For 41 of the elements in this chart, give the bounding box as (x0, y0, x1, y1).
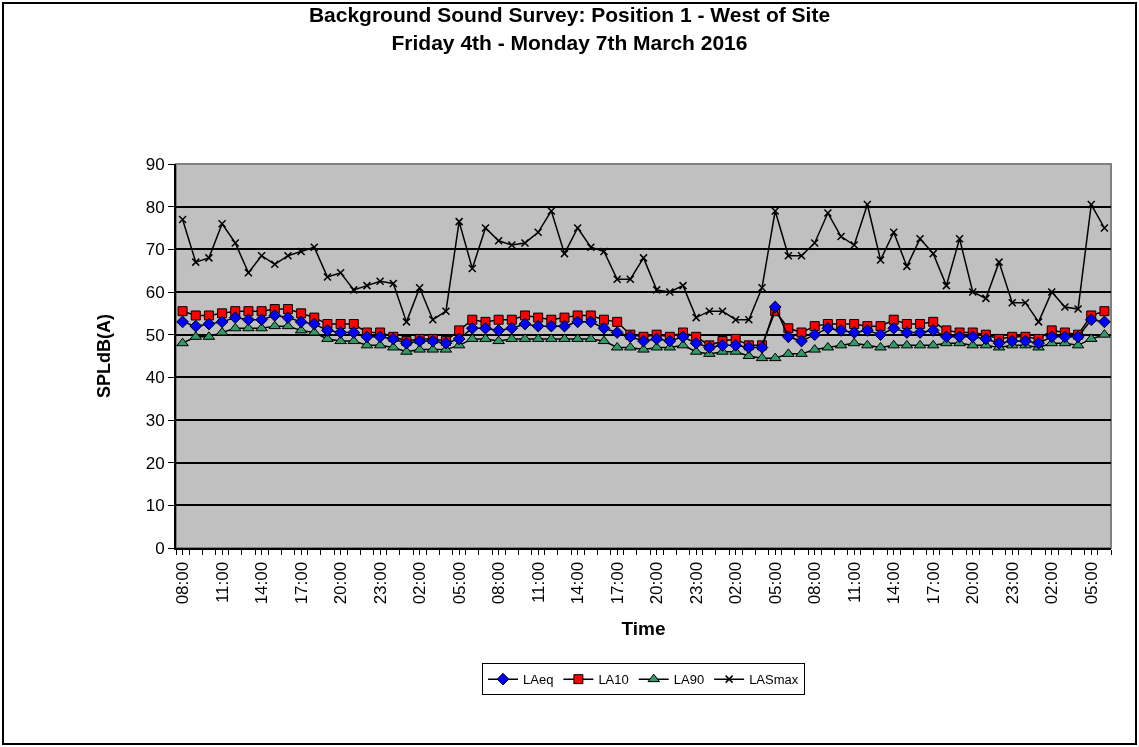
x-tick-label: 05:00 (1081, 561, 1101, 605)
legend-label: LAeq (523, 672, 554, 688)
x-tick-label: 23:00 (370, 561, 390, 605)
x-axis-title: Time (621, 617, 666, 639)
x-tick-label: 05:00 (449, 561, 469, 605)
x-tick-label: 08:00 (173, 561, 193, 605)
chart-title: Background Sound Survey: Position 1 - West of Site Friday 4th - Monday 7th March 2016 (308, 3, 831, 54)
x-tick-label: 20:00 (963, 561, 983, 605)
x-tick-label: 11:00 (212, 561, 232, 604)
y-tick-label: 10 (145, 496, 165, 516)
x-tick-label: 08:00 (489, 561, 509, 605)
legend-label: LA90 (673, 672, 705, 688)
x-tick-label: 11:00 (844, 561, 864, 604)
y-tick-label: 60 (145, 282, 165, 302)
y-tick-label: 20 (145, 453, 165, 473)
y-tick-label: 40 (145, 368, 165, 388)
x-tick-label: 20:00 (331, 561, 351, 605)
y-tick-label: 0 (155, 538, 165, 558)
x-tick-label: 05:00 (765, 561, 785, 605)
x-tick-label: 17:00 (291, 561, 311, 605)
x-tick-label: 17:00 (923, 561, 943, 605)
x-tick-label: 02:00 (1042, 561, 1062, 605)
y-axis-title: SPLdB(A) (94, 314, 115, 398)
x-tick-label: 02:00 (410, 561, 430, 605)
x-tick-label: 20:00 (647, 561, 667, 605)
x-tick-label: 08:00 (805, 561, 825, 605)
y-tick-label: 80 (145, 197, 165, 217)
y-tick-label: 70 (145, 240, 165, 260)
x-tick-label: 23:00 (686, 561, 706, 605)
x-tick-label: 14:00 (884, 561, 904, 605)
legend-label: LA10 (598, 672, 629, 688)
x-tick-label: 02:00 (726, 561, 746, 605)
x-tick-label: 17:00 (607, 561, 627, 605)
y-tick-label: 90 (145, 154, 165, 174)
y-tick-label: 30 (145, 410, 165, 430)
x-tick-label: 11:00 (528, 561, 548, 604)
x-tick-label: 23:00 (1002, 561, 1022, 605)
x-tick-label: 14:00 (252, 561, 272, 605)
legend-label: LASmax (749, 672, 799, 688)
y-tick-label: 50 (145, 325, 165, 345)
x-tick-label: 14:00 (568, 561, 588, 605)
